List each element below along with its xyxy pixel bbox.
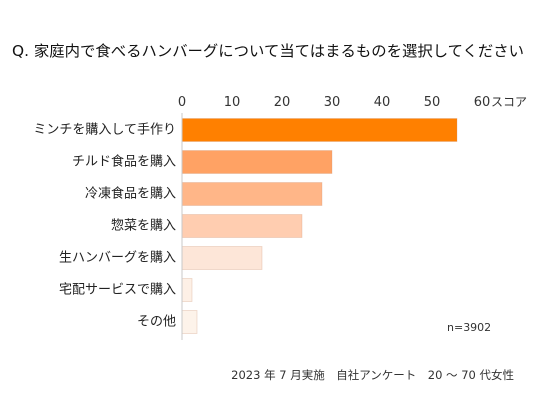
x-axis-ticks: 0 10 20 30 40 50 60 xyxy=(178,95,490,110)
survey-footnote: 2023 年 7 月実施 自社アンケート 20 〜 70 代女性 xyxy=(231,368,514,382)
x-tick-label: 50 xyxy=(424,95,441,110)
x-tick-label: 60 xyxy=(474,95,491,110)
sample-size-note: n=3902 xyxy=(447,321,491,334)
bar-5 xyxy=(181,246,263,270)
category-label-6: 宅配サービスで購入 xyxy=(59,283,176,298)
bar-2 xyxy=(181,150,333,174)
category-labels: ミンチを購入して手作りチルド食品を購入冷凍食品を購入惣菜を購入生ハンバーグを購入… xyxy=(33,123,176,330)
bar-4 xyxy=(181,214,303,238)
bars xyxy=(181,118,458,334)
category-label-7: その他 xyxy=(137,315,176,330)
x-tick-label: 20 xyxy=(274,95,291,110)
category-label-1: ミンチを購入して手作り xyxy=(33,123,176,138)
chart-title: Q. 家庭内で食べるハンバーグについて当てはまるものを選択してください xyxy=(12,42,524,60)
category-label-3: 冷凍食品を購入 xyxy=(85,186,176,202)
x-tick-label: 10 xyxy=(224,95,241,110)
bar-3 xyxy=(181,182,323,206)
category-label-2: チルド食品を購入 xyxy=(72,154,176,170)
bar-6 xyxy=(181,278,193,302)
category-label-4: 惣菜を購入 xyxy=(111,219,176,234)
x-axis-label: スコア xyxy=(491,95,527,109)
x-tick-label: 30 xyxy=(324,95,341,110)
x-tick-label: 40 xyxy=(374,95,391,110)
bar-1 xyxy=(181,118,458,142)
bar-7 xyxy=(181,310,198,334)
x-tick-label: 0 xyxy=(178,95,186,110)
category-label-5: 生ハンバーグを購入 xyxy=(59,251,176,266)
